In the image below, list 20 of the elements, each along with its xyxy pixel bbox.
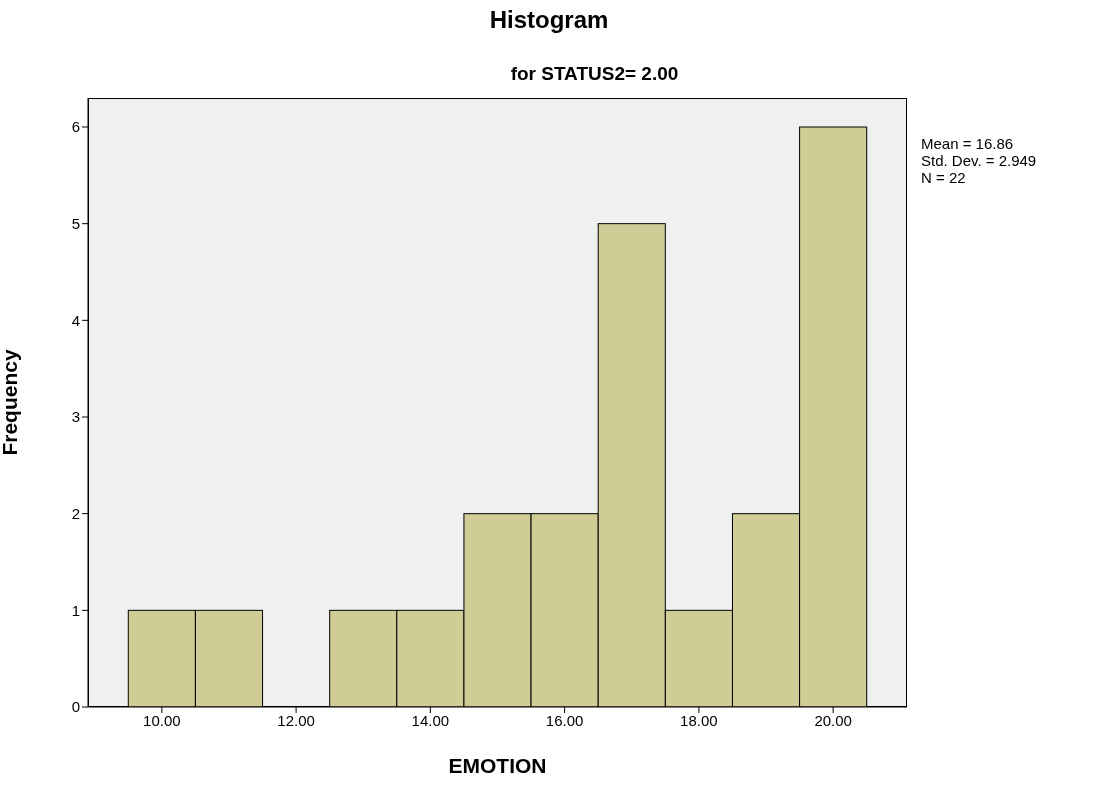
x-tick-label: 10.00: [143, 711, 181, 729]
y-tick-label: 4: [71, 311, 80, 329]
x-tick-label: 12.00: [277, 711, 315, 729]
chart-subtitle: for STATUS2= 2.00: [509, 63, 680, 85]
y-tick-label: 2: [71, 504, 80, 522]
chart-title: Histogram: [488, 6, 610, 34]
y-tick-label: 3: [71, 408, 80, 426]
y-tick-label: 5: [71, 214, 80, 232]
text: Mean = 16.86: [921, 135, 1015, 152]
y-tick-label: 0: [71, 698, 80, 716]
y-tick-label: 6: [71, 118, 80, 136]
x-tick-label: 16.00: [545, 711, 584, 729]
x-tick-label: 20.00: [814, 711, 852, 729]
text: N = 22: [921, 169, 967, 186]
x-axis-title: EMOTION: [448, 754, 547, 777]
x-tick-label: 18.00: [680, 711, 718, 729]
x-tick-label: 14.00: [411, 711, 450, 729]
y-tick-label: 1: [71, 601, 80, 619]
text: Std. Dev. = 2.949: [921, 152, 1037, 169]
y-axis-title: Frequency: [0, 349, 22, 456]
